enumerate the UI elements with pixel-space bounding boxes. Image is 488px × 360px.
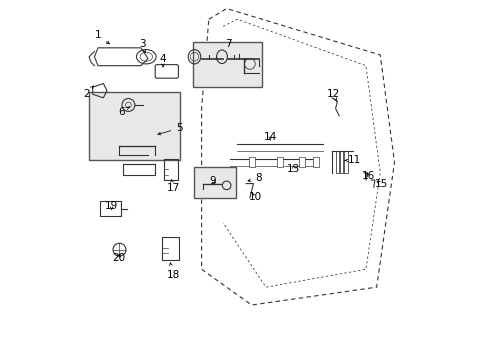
Text: 18: 18 xyxy=(166,263,179,280)
FancyBboxPatch shape xyxy=(194,167,235,198)
Bar xyxy=(335,152,339,173)
Text: 14: 14 xyxy=(263,132,276,142)
Bar xyxy=(164,158,178,180)
Text: 19: 19 xyxy=(105,201,118,211)
Bar xyxy=(123,164,155,175)
Text: 11: 11 xyxy=(345,156,361,165)
Text: 15: 15 xyxy=(374,179,387,189)
Bar xyxy=(344,152,347,173)
Text: 7: 7 xyxy=(224,39,231,49)
Text: 4: 4 xyxy=(160,54,166,67)
Bar xyxy=(277,157,283,167)
FancyBboxPatch shape xyxy=(89,93,180,160)
Text: 9: 9 xyxy=(208,176,215,186)
Text: 20: 20 xyxy=(112,253,125,263)
Text: 1: 1 xyxy=(95,30,109,44)
Text: 17: 17 xyxy=(166,180,179,193)
Bar xyxy=(312,157,318,167)
Bar xyxy=(339,152,343,173)
Text: 8: 8 xyxy=(247,173,262,183)
Bar xyxy=(298,157,304,167)
Text: 13: 13 xyxy=(286,164,300,174)
FancyBboxPatch shape xyxy=(192,42,262,87)
Text: 16: 16 xyxy=(362,171,375,181)
Text: 12: 12 xyxy=(326,89,339,101)
Text: 10: 10 xyxy=(248,192,261,202)
Bar xyxy=(248,157,254,167)
Text: 2: 2 xyxy=(83,86,93,99)
Bar xyxy=(100,202,121,216)
Text: 5: 5 xyxy=(158,123,183,135)
Bar xyxy=(162,237,179,260)
Text: 6: 6 xyxy=(118,107,129,117)
Text: 3: 3 xyxy=(139,39,146,53)
